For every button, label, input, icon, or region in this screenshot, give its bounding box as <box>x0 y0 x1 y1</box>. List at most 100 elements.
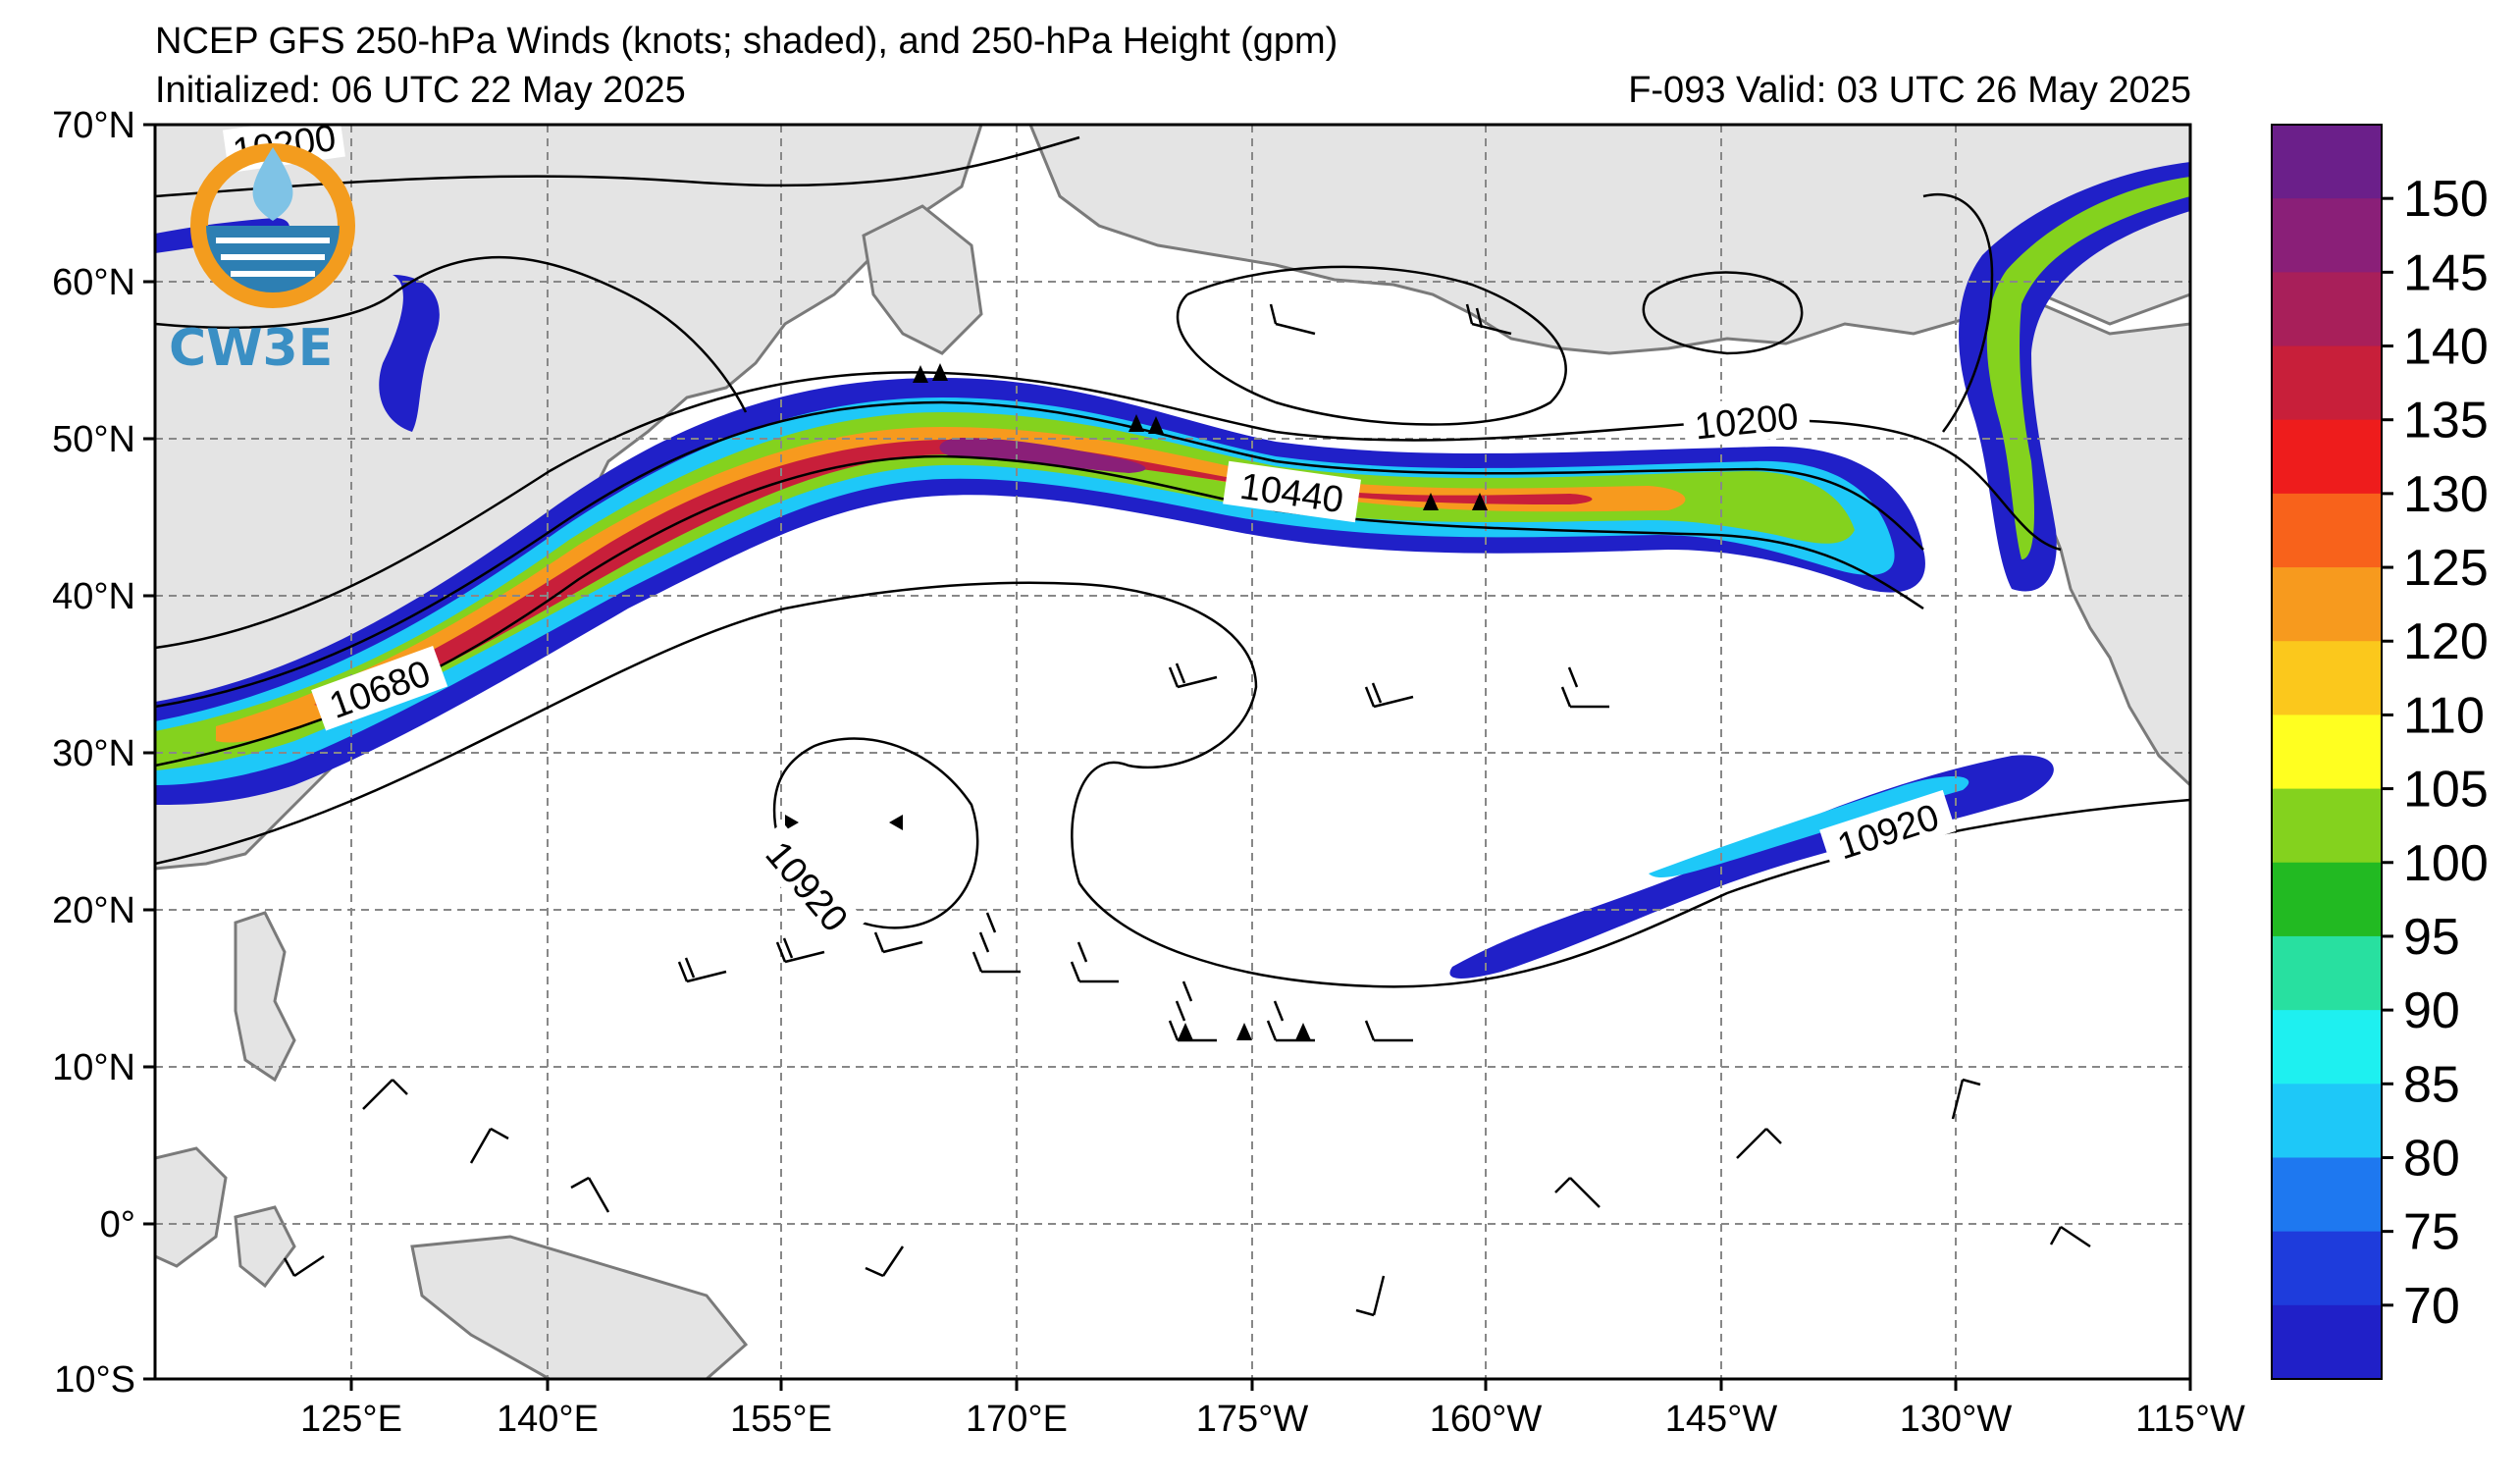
lon-label: 160°W <box>1430 1399 1543 1440</box>
subtropical-jet-85kt <box>1649 775 1969 878</box>
lon-label: 140°E <box>497 1399 599 1440</box>
colorbar-label: 90 <box>2403 982 2460 1039</box>
wind-barb <box>865 1245 905 1278</box>
wind-barb <box>1560 666 1609 709</box>
colorbar-label: 140 <box>2403 319 2489 376</box>
colorbar-label: 80 <box>2403 1130 2460 1187</box>
graticule <box>155 125 2190 1379</box>
initialized-time: Initialized: 06 UTC 22 May 2025 <box>155 70 686 111</box>
wind-pennant <box>1295 1023 1311 1040</box>
colorbar-swatch <box>2272 1084 2382 1158</box>
colorbar-label: 70 <box>2403 1278 2460 1335</box>
jet-core-band-135kt <box>314 440 1593 712</box>
map-title: NCEP GFS 250-hPa Winds (knots; shaded), … <box>155 21 1339 62</box>
latitude-labels: 70°N 60°N 50°N 40°N 30°N 20°N 10°N 0° 10… <box>52 105 135 1401</box>
kamchatka-peninsula <box>862 204 983 355</box>
wind-pennant <box>1423 493 1439 510</box>
wind-barb <box>1269 303 1316 336</box>
colorbar-swatch <box>2272 567 2382 642</box>
wind-barb <box>362 1079 408 1110</box>
colorbar-label: 125 <box>2403 540 2489 597</box>
wind-pennant <box>1178 1023 1193 1040</box>
lat-label: 20°N <box>52 890 135 931</box>
west-coast-jet-100kt <box>1986 177 2190 559</box>
lat-label: 10°S <box>54 1359 135 1401</box>
contour-line <box>155 581 2190 988</box>
colorbar-swatch <box>2272 272 2382 347</box>
contour-line <box>1176 265 1567 426</box>
lon-label: 115°W <box>2135 1399 2245 1440</box>
colorbar-swatch <box>2272 1157 2382 1233</box>
philippines-islands <box>234 911 296 1083</box>
wind-barb <box>1168 980 1217 1042</box>
map-content: 10200 10200 10440 10680 10920 10920 <box>155 125 2190 1379</box>
colorbar-swatch <box>2272 935 2382 1011</box>
colorbar-swatch <box>2272 125 2382 199</box>
colorbar-label: 150 <box>2403 171 2489 228</box>
wind-barb <box>1168 662 1218 689</box>
lat-label: 50°N <box>52 419 135 460</box>
colorbar-swatch <box>2272 641 2382 715</box>
contour-labels: 10200 10200 10440 10680 10920 10920 <box>222 125 1957 950</box>
colorbar-label: 75 <box>2403 1204 2460 1261</box>
lat-label: 60°N <box>52 262 135 303</box>
wind-barb <box>469 1127 509 1164</box>
wind-pennant <box>1129 414 1144 432</box>
wind-barbs <box>283 303 2091 1317</box>
wind-barb <box>2049 1225 2091 1248</box>
contour-line <box>155 255 748 413</box>
height-contours <box>155 135 2190 988</box>
lon-label: 170°E <box>966 1399 1068 1440</box>
wind-pennant <box>932 363 948 381</box>
contour-line <box>772 737 979 929</box>
lon-label: 125°E <box>300 1399 402 1440</box>
wind-barb <box>873 931 923 954</box>
wind-pennant <box>1236 1023 1252 1040</box>
wind-barb <box>775 937 825 964</box>
lat-label: 70°N <box>52 105 135 146</box>
colorbar-swatch <box>2272 788 2382 864</box>
contour-line <box>155 400 1924 709</box>
colorbar-swatch <box>2272 419 2382 495</box>
colorbar-label: 110 <box>2403 687 2485 744</box>
cw3e-logo: CW3E <box>169 143 355 378</box>
wind-barb <box>570 1176 610 1213</box>
colorbar-frame <box>2271 124 2383 1380</box>
contour-line <box>155 135 1080 198</box>
colorbar: 150 145 140 135 130 125 120 110 105 100 95 90 85 80 75… <box>2271 124 2489 1380</box>
valid-time: F-093 Valid: 03 UTC 26 May 2025 <box>1628 70 2191 111</box>
colorbar-label: 105 <box>2403 762 2489 819</box>
logo-text: CW3E <box>169 319 333 378</box>
lat-label: 10°N <box>52 1047 135 1088</box>
colorbar-label: 85 <box>2403 1056 2460 1113</box>
wind-pennant <box>1148 416 1164 434</box>
contour-line <box>155 454 1924 768</box>
colorbar-swatch <box>2272 1304 2382 1380</box>
colorbar-swatch <box>2272 1010 2382 1085</box>
wind-barb <box>1364 682 1414 709</box>
wind-pennant <box>913 365 928 383</box>
axis-ticks <box>143 123 2192 1391</box>
contour-line <box>1642 271 1804 355</box>
colorbar-label: 120 <box>2403 613 2489 670</box>
wind-barb <box>1465 303 1512 336</box>
wind-pennant <box>1472 493 1488 510</box>
colorbar-swatch <box>2272 345 2382 421</box>
lon-label: 130°W <box>1900 1399 2013 1440</box>
jet-core-band-150kt <box>939 438 1146 473</box>
lat-label: 30°N <box>52 733 135 774</box>
sulawesi-island <box>234 1205 296 1289</box>
colorbar-swatch <box>2272 862 2382 937</box>
contour-line <box>155 371 2062 650</box>
new-guinea-island <box>410 1235 749 1379</box>
wind-barb <box>283 1254 325 1278</box>
colorbar-swatch <box>2272 493 2382 568</box>
wind-pennant <box>889 815 903 830</box>
wind-pennants <box>785 363 1488 1040</box>
wind-barb <box>1554 1177 1601 1208</box>
alaska-landmass <box>1028 125 2190 355</box>
lon-label: 155°E <box>730 1399 832 1440</box>
wind-barb <box>1364 1020 1413 1042</box>
borneo-island <box>155 1146 228 1268</box>
